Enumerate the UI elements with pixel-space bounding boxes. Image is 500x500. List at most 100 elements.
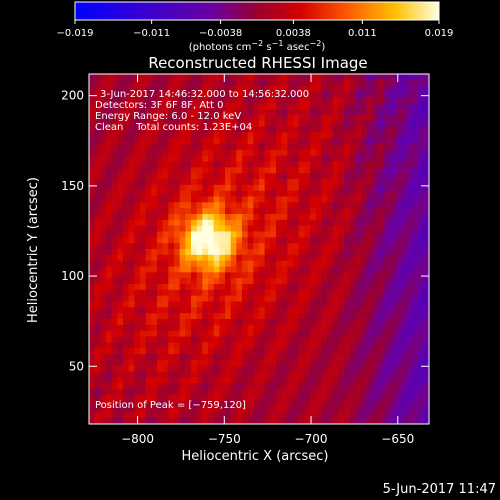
heatmap-cell: [106, 359, 113, 367]
heatmap-cell: [174, 400, 181, 407]
heatmap-cell: [423, 377, 429, 384]
heatmap-cell: [208, 313, 215, 320]
heatmap-cell: [378, 97, 385, 104]
heatmap-cell: [225, 289, 232, 297]
heatmap-cell: [304, 313, 311, 320]
heatmap-cell: [117, 184, 124, 192]
heatmap-cell: [140, 295, 147, 302]
heatmap-cell: [304, 412, 311, 419]
heatmap-cell: [395, 97, 402, 104]
heatmap-cell: [185, 219, 192, 227]
heatmap-cell: [287, 342, 294, 349]
heatmap-cell: [191, 184, 198, 192]
heatmap-cell: [196, 260, 203, 267]
heatmap-cell: [293, 225, 300, 232]
heatmap-cell: [140, 249, 147, 256]
heatmap-cell: [332, 359, 339, 367]
heatmap-cell: [196, 196, 203, 203]
heatmap-cell: [151, 114, 158, 122]
heatmap-cell: [310, 120, 317, 127]
heatmap-cell: [310, 103, 317, 110]
heatmap-cell: [117, 319, 124, 326]
heatmap-cell: [225, 120, 232, 127]
y-tick-label: 100: [61, 269, 84, 283]
heatmap-cell: [140, 319, 147, 326]
heatmap-cell: [349, 231, 356, 238]
heatmap-cell: [208, 120, 215, 127]
heatmap-cell: [219, 371, 226, 378]
heatmap-cell: [111, 289, 118, 297]
heatmap-cell: [270, 85, 277, 92]
heatmap-cell: [327, 301, 334, 308]
heatmap-cell: [276, 155, 283, 162]
heatmap-cell: [310, 307, 317, 314]
heatmap-cell: [117, 161, 124, 168]
heatmap-cell: [383, 237, 390, 244]
heatmap-cell: [145, 208, 152, 215]
heatmap-cell: [123, 295, 130, 302]
heatmap-cell: [395, 202, 402, 209]
heatmap-cell: [304, 91, 311, 98]
heatmap-cell: [123, 260, 130, 267]
heatmap-cell: [349, 97, 356, 104]
heatmap-cell: [196, 354, 203, 361]
heatmap-cell: [157, 278, 164, 285]
heatmap-cell: [327, 74, 334, 81]
heatmap-cell: [219, 79, 226, 87]
heatmap-cell: [315, 319, 322, 326]
heatmap-cell: [321, 208, 328, 215]
heatmap-cell: [338, 149, 345, 157]
heatmap-cell: [400, 208, 407, 215]
heatmap-cell: [361, 295, 368, 302]
heatmap-cell: [145, 400, 152, 407]
heatmap-cell: [185, 313, 192, 320]
heatmap-cell: [179, 295, 186, 302]
heatmap-cell: [412, 412, 419, 419]
heatmap-cell: [128, 272, 135, 279]
heatmap-cell: [327, 289, 334, 297]
heatmap-cell: [349, 418, 356, 424]
heatmap-cell: [236, 383, 243, 390]
heatmap-cell: [361, 289, 368, 297]
heatmap-cell: [372, 231, 379, 238]
heatmap-cell: [355, 138, 362, 145]
heatmap-cell: [417, 190, 424, 197]
heatmap-cell: [372, 202, 379, 209]
heatmap-cell: [276, 190, 283, 197]
heatmap-cell: [378, 301, 385, 308]
heatmap-cell: [298, 301, 305, 308]
heatmap-cell: [315, 190, 322, 197]
heatmap-cell: [406, 266, 413, 273]
heatmap-cell: [134, 377, 141, 384]
heatmap-cell: [168, 167, 175, 174]
heatmap-cell: [349, 289, 356, 297]
heatmap-cell: [140, 190, 147, 197]
heatmap-cell: [236, 406, 243, 413]
x-tick-label: −800: [121, 432, 154, 446]
heatmap-cell: [196, 342, 203, 349]
colorbar-ticks: −0.019 −0.011 −0.0038 0.0038 0.011 0.019: [56, 20, 453, 39]
heatmap-cell: [111, 336, 118, 343]
heatmap-cell: [89, 336, 96, 343]
heatmap-cell: [94, 243, 101, 250]
heatmap-cell: [344, 109, 351, 116]
heatmap-cell: [162, 383, 169, 390]
heatmap-cell: [202, 406, 209, 413]
heatmap-cell: [366, 365, 373, 372]
heatmap-cell: [338, 272, 345, 279]
heatmap-cell: [117, 348, 124, 355]
heatmap-cell: [117, 109, 124, 116]
heatmap-cell: [355, 91, 362, 98]
heatmap-cell: [372, 371, 379, 378]
heatmap-cell: [332, 254, 339, 262]
heatmap-cell: [332, 365, 339, 372]
heatmap-cell: [179, 389, 186, 396]
heatmap-cell: [349, 138, 356, 145]
heatmap-cell: [412, 301, 419, 308]
heatmap-cell: [304, 354, 311, 361]
heatmap-cell: [185, 114, 192, 122]
heatmap-cell: [298, 167, 305, 174]
heatmap-cell: [332, 243, 339, 250]
heatmap-cell: [151, 406, 158, 413]
heatmap-cell: [185, 91, 192, 98]
